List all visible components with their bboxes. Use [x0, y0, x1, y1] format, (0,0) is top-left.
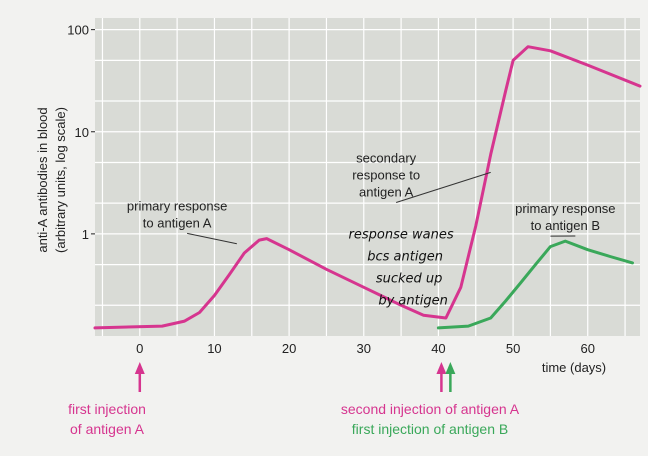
- first-injection-a-label-2: of antigen A: [70, 421, 145, 437]
- tick-labels: 0 10 20 30 40 50 60 1 10 100: [67, 23, 595, 356]
- y-axis-subtitle: (arbitrary units, log scale): [53, 107, 68, 253]
- series-line-antigen-b: [436, 239, 634, 330]
- first-injection-b-label: first injection of antigen B: [352, 421, 508, 437]
- annotation-pointer-secondary-a: [396, 171, 491, 203]
- injection-arrow-head-2: [445, 362, 456, 374]
- handwritten-note-line: by antigen: [378, 294, 447, 309]
- x-tick-label: 30: [357, 341, 371, 356]
- injection-arrow-head-0: [134, 362, 145, 374]
- annotation-text-primary-a: primary response: [127, 198, 227, 213]
- second-injection-a-label: second injection of antigen A: [341, 401, 520, 417]
- first-injection-a-label-1: first injection: [68, 401, 146, 417]
- y-axis-title: anti-A antibodies in blood: [35, 107, 50, 252]
- handwritten-note-line: response wanes: [349, 228, 454, 243]
- annotation-text-secondary-a: secondary: [356, 150, 416, 165]
- x-tick-label: 60: [581, 341, 595, 356]
- annotation-text-primary-a: to antigen A: [143, 215, 212, 230]
- x-axis-title: time (days): [542, 360, 606, 375]
- plot-area: [95, 18, 640, 336]
- y-tick-label: 1: [82, 227, 89, 242]
- x-tick-label: 10: [207, 341, 221, 356]
- annotation-text-secondary-a: antigen A: [359, 184, 414, 199]
- series-line-antigen-a: [93, 45, 642, 330]
- x-tick-label: 0: [136, 341, 143, 356]
- x-tick-label: 20: [282, 341, 296, 356]
- handwritten-note-line: sucked up: [376, 272, 443, 287]
- injection-arrow-head-1: [436, 362, 447, 374]
- handwritten-note-line: bcs antigen: [367, 250, 443, 265]
- x-tick-label: 50: [506, 341, 520, 356]
- annotation-text-secondary-a: response to: [352, 167, 420, 182]
- injection-arrows: [134, 362, 456, 392]
- y-tick-label: 10: [75, 125, 89, 140]
- x-tick-label: 40: [431, 341, 445, 356]
- y-tick-label: 100: [67, 23, 89, 38]
- annotations: primary response to antigen A secondary res…: [127, 150, 616, 308]
- annotation-text-primary-b: primary response: [515, 201, 615, 216]
- series-group: [93, 45, 642, 330]
- annotation-text-primary-b: to antigen B: [531, 218, 600, 233]
- annotation-pointer-primary-a: [187, 232, 237, 245]
